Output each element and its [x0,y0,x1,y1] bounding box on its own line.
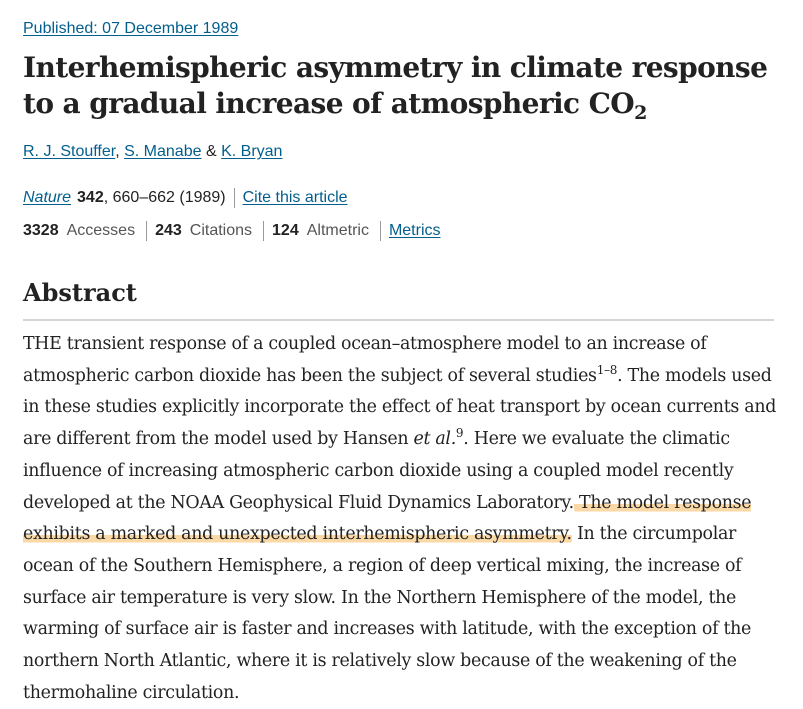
abstract-heading: Abstract [23,278,137,307]
author-separator-amp: & [205,143,217,160]
altmetric-label: Altmetric [306,222,369,239]
title-text: Interhemispheric asymmetry in climate re… [23,51,768,120]
author-link-manabe[interactable]: S. Manabe [124,143,202,160]
abstract-part-1: THE transient response of a coupled ocea… [23,334,707,386]
title-subscript: 2 [634,102,647,124]
abstract-part-4: In the circumpolar ocean of the Southern… [23,524,752,703]
altmetric-count: 124 [272,222,299,239]
abstract-part-2: . The models used in these studies expli… [23,365,777,450]
reference-link-9[interactable]: 9 [455,426,464,441]
journal-link[interactable]: Nature [23,189,72,206]
metrics-bar: 3328 Accesses 243 Citations 124 Altmetri… [23,221,441,241]
author-link-stouffer[interactable]: R. J. Stouffer [23,143,116,160]
accesses-count: 3328 [23,222,59,239]
divider [379,221,381,241]
author-separator-comma: , [115,143,120,160]
citations-label: Citations [189,222,253,239]
cite-this-article-link[interactable]: Cite this article [242,189,348,206]
citations-count: 243 [155,222,182,239]
pages-year: , 660–662 (1989) [103,189,226,206]
et-al-text: et al. [413,429,456,450]
article-title: Interhemispheric asymmetry in climate re… [23,50,783,124]
section-divider [23,319,774,321]
author-link-bryan[interactable]: K. Bryan [221,143,283,160]
divider [263,221,265,241]
citation-line: Nature 342, 660–662 (1989) Cite this art… [23,188,348,208]
abstract-part-3: . Here we evaluate the climatic influenc… [23,429,734,513]
author-list: R. J. Stouffer, S. Manabe & K. Bryan [23,143,282,161]
divider [146,221,148,241]
metrics-link[interactable]: Metrics [388,222,441,239]
abstract-text: THE transient response of a coupled ocea… [23,329,783,709]
published-date-link[interactable]: Published: 07 December 1989 [23,20,239,37]
reference-link-1-8[interactable]: 1–8 [596,362,618,377]
accesses-label: Accesses [66,222,136,239]
volume-number: 342 [77,189,104,206]
divider [233,188,235,208]
